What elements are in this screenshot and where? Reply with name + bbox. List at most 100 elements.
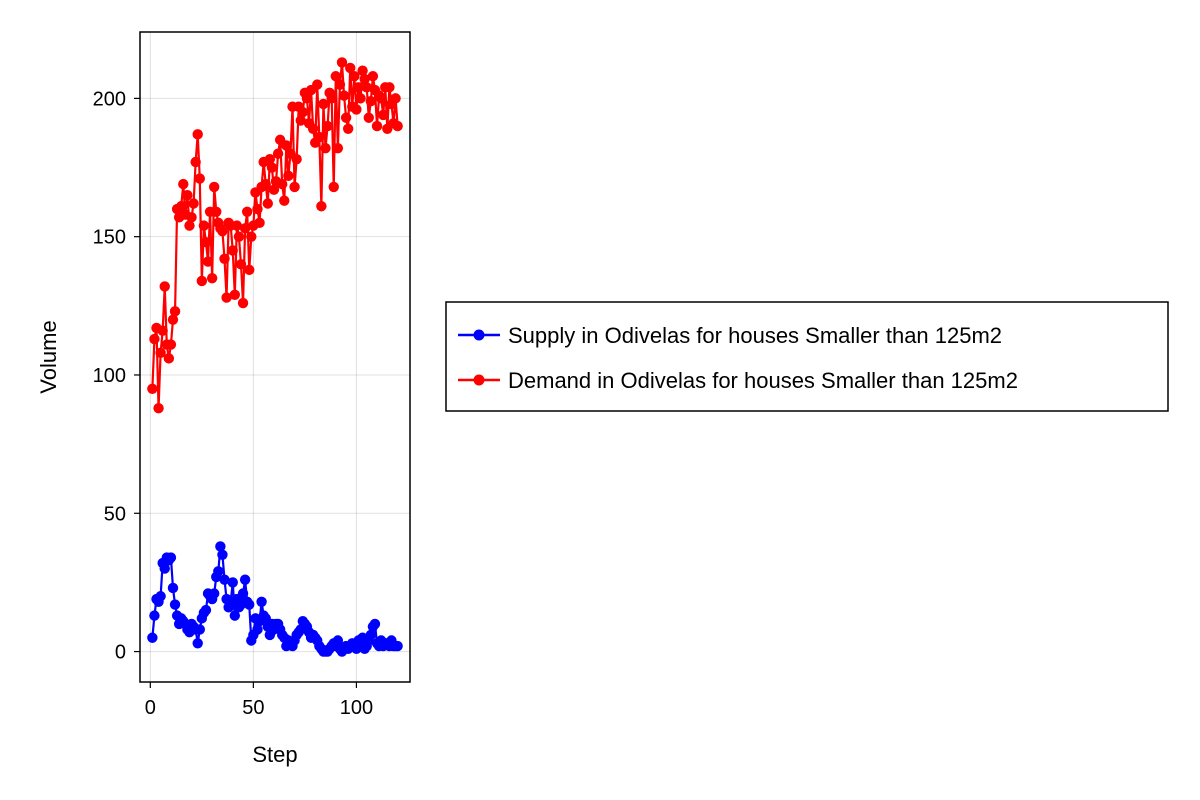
legend-label-demand: Demand in Odivelas for houses Smaller th… [508, 368, 1018, 393]
data-point-demand [235, 259, 247, 270]
y-tick-label: 200 [93, 88, 126, 110]
data-point-demand [322, 120, 333, 132]
data-point-demand [192, 129, 203, 140]
data-point-demand [268, 184, 280, 195]
data-point-demand [289, 181, 300, 193]
x-axis-title: Step [252, 742, 297, 767]
data-point-demand [209, 181, 220, 193]
data-point-demand [307, 123, 319, 135]
data-point-demand [390, 93, 401, 104]
data-point-supply [219, 574, 230, 585]
data-point-supply [369, 618, 381, 630]
series-line-demand [151, 61, 399, 410]
data-point-demand [384, 82, 395, 93]
data-point-supply [169, 599, 181, 610]
data-point-demand [239, 223, 251, 234]
x-tick-label: 0 [145, 697, 156, 719]
data-point-demand [211, 206, 222, 217]
data-point-demand [149, 333, 160, 345]
data-point-demand [155, 347, 166, 359]
y-tick-label: 50 [104, 503, 126, 525]
legend-box [445, 301, 1169, 412]
plot-series [147, 57, 403, 657]
data-point-demand [190, 156, 201, 168]
data-point-demand [198, 220, 210, 231]
data-point-demand [279, 195, 290, 206]
data-point-demand [266, 162, 278, 173]
data-point-demand [342, 123, 354, 135]
legend-entry-demand: Demand in Odivelas for houses Smaller th… [458, 368, 1018, 393]
data-point-demand [165, 339, 177, 350]
x-tick-label: 50 [242, 697, 264, 719]
data-point-demand [262, 198, 273, 209]
data-point-supply [209, 588, 220, 599]
y-axis-title: Volume [36, 320, 61, 393]
data-point-supply [227, 577, 238, 588]
data-point-demand [200, 237, 212, 248]
data-point-demand [367, 71, 379, 82]
data-point-demand [260, 178, 271, 190]
data-point-demand [338, 90, 350, 101]
data-point-demand [159, 281, 170, 292]
legend-swatch-marker-demand [473, 374, 485, 386]
data-point-demand [357, 65, 368, 76]
data-point-demand [378, 109, 389, 121]
data-point-supply [149, 610, 160, 621]
data-point-demand [320, 142, 331, 154]
data-point-supply [239, 574, 251, 585]
data-point-demand [163, 353, 175, 364]
data-point-demand [318, 98, 329, 110]
data-point-demand [252, 203, 263, 215]
data-point-demand [147, 383, 158, 395]
legend-entry-supply: Supply in Odivelas for houses Smaller th… [458, 323, 1002, 348]
data-point-supply [392, 640, 403, 652]
data-point-demand [227, 245, 238, 256]
data-point-demand [264, 154, 276, 165]
data-point-demand [233, 231, 245, 242]
data-point-demand [355, 93, 366, 104]
data-point-demand [336, 57, 348, 68]
data-point-demand [297, 107, 309, 118]
data-point-supply [194, 624, 205, 635]
data-point-supply [229, 610, 241, 621]
data-point-supply [213, 566, 224, 577]
data-point-demand [283, 170, 294, 182]
data-point-demand [312, 79, 323, 90]
data-point-demand [314, 131, 325, 143]
data-point-supply [165, 552, 177, 563]
data-point-demand [221, 292, 232, 303]
data-point-demand [281, 140, 292, 151]
data-point-demand [167, 314, 179, 325]
data-point-supply [332, 635, 344, 646]
data-point-demand [345, 62, 356, 74]
data-point-demand [371, 120, 383, 132]
data-point-demand [375, 93, 387, 104]
data-point-supply [155, 591, 166, 602]
data-point-demand [328, 181, 339, 193]
data-point-demand [176, 201, 187, 212]
data-point-demand [363, 112, 374, 123]
data-point-demand [241, 206, 253, 217]
plot-frame [139, 31, 411, 683]
data-point-demand [217, 225, 228, 237]
data-point-demand [188, 198, 199, 209]
legend-swatch-marker-supply [473, 329, 485, 341]
data-point-demand [291, 154, 302, 165]
data-point-demand [349, 71, 360, 82]
data-point-demand [254, 217, 265, 229]
legend: Supply in Odivelas for houses Smaller th… [445, 301, 1169, 412]
data-point-supply [237, 588, 249, 599]
data-point-demand [229, 289, 241, 300]
data-point-supply [217, 549, 228, 560]
data-point-demand [184, 220, 195, 231]
data-point-demand [182, 189, 193, 201]
grid-lines [140, 32, 410, 682]
data-point-demand [202, 256, 214, 267]
data-point-demand [231, 220, 243, 231]
data-point-demand [316, 201, 327, 212]
data-point-supply [256, 596, 267, 607]
data-point-supply [167, 582, 179, 594]
data-point-supply [159, 563, 170, 574]
data-point-supply [252, 624, 263, 635]
